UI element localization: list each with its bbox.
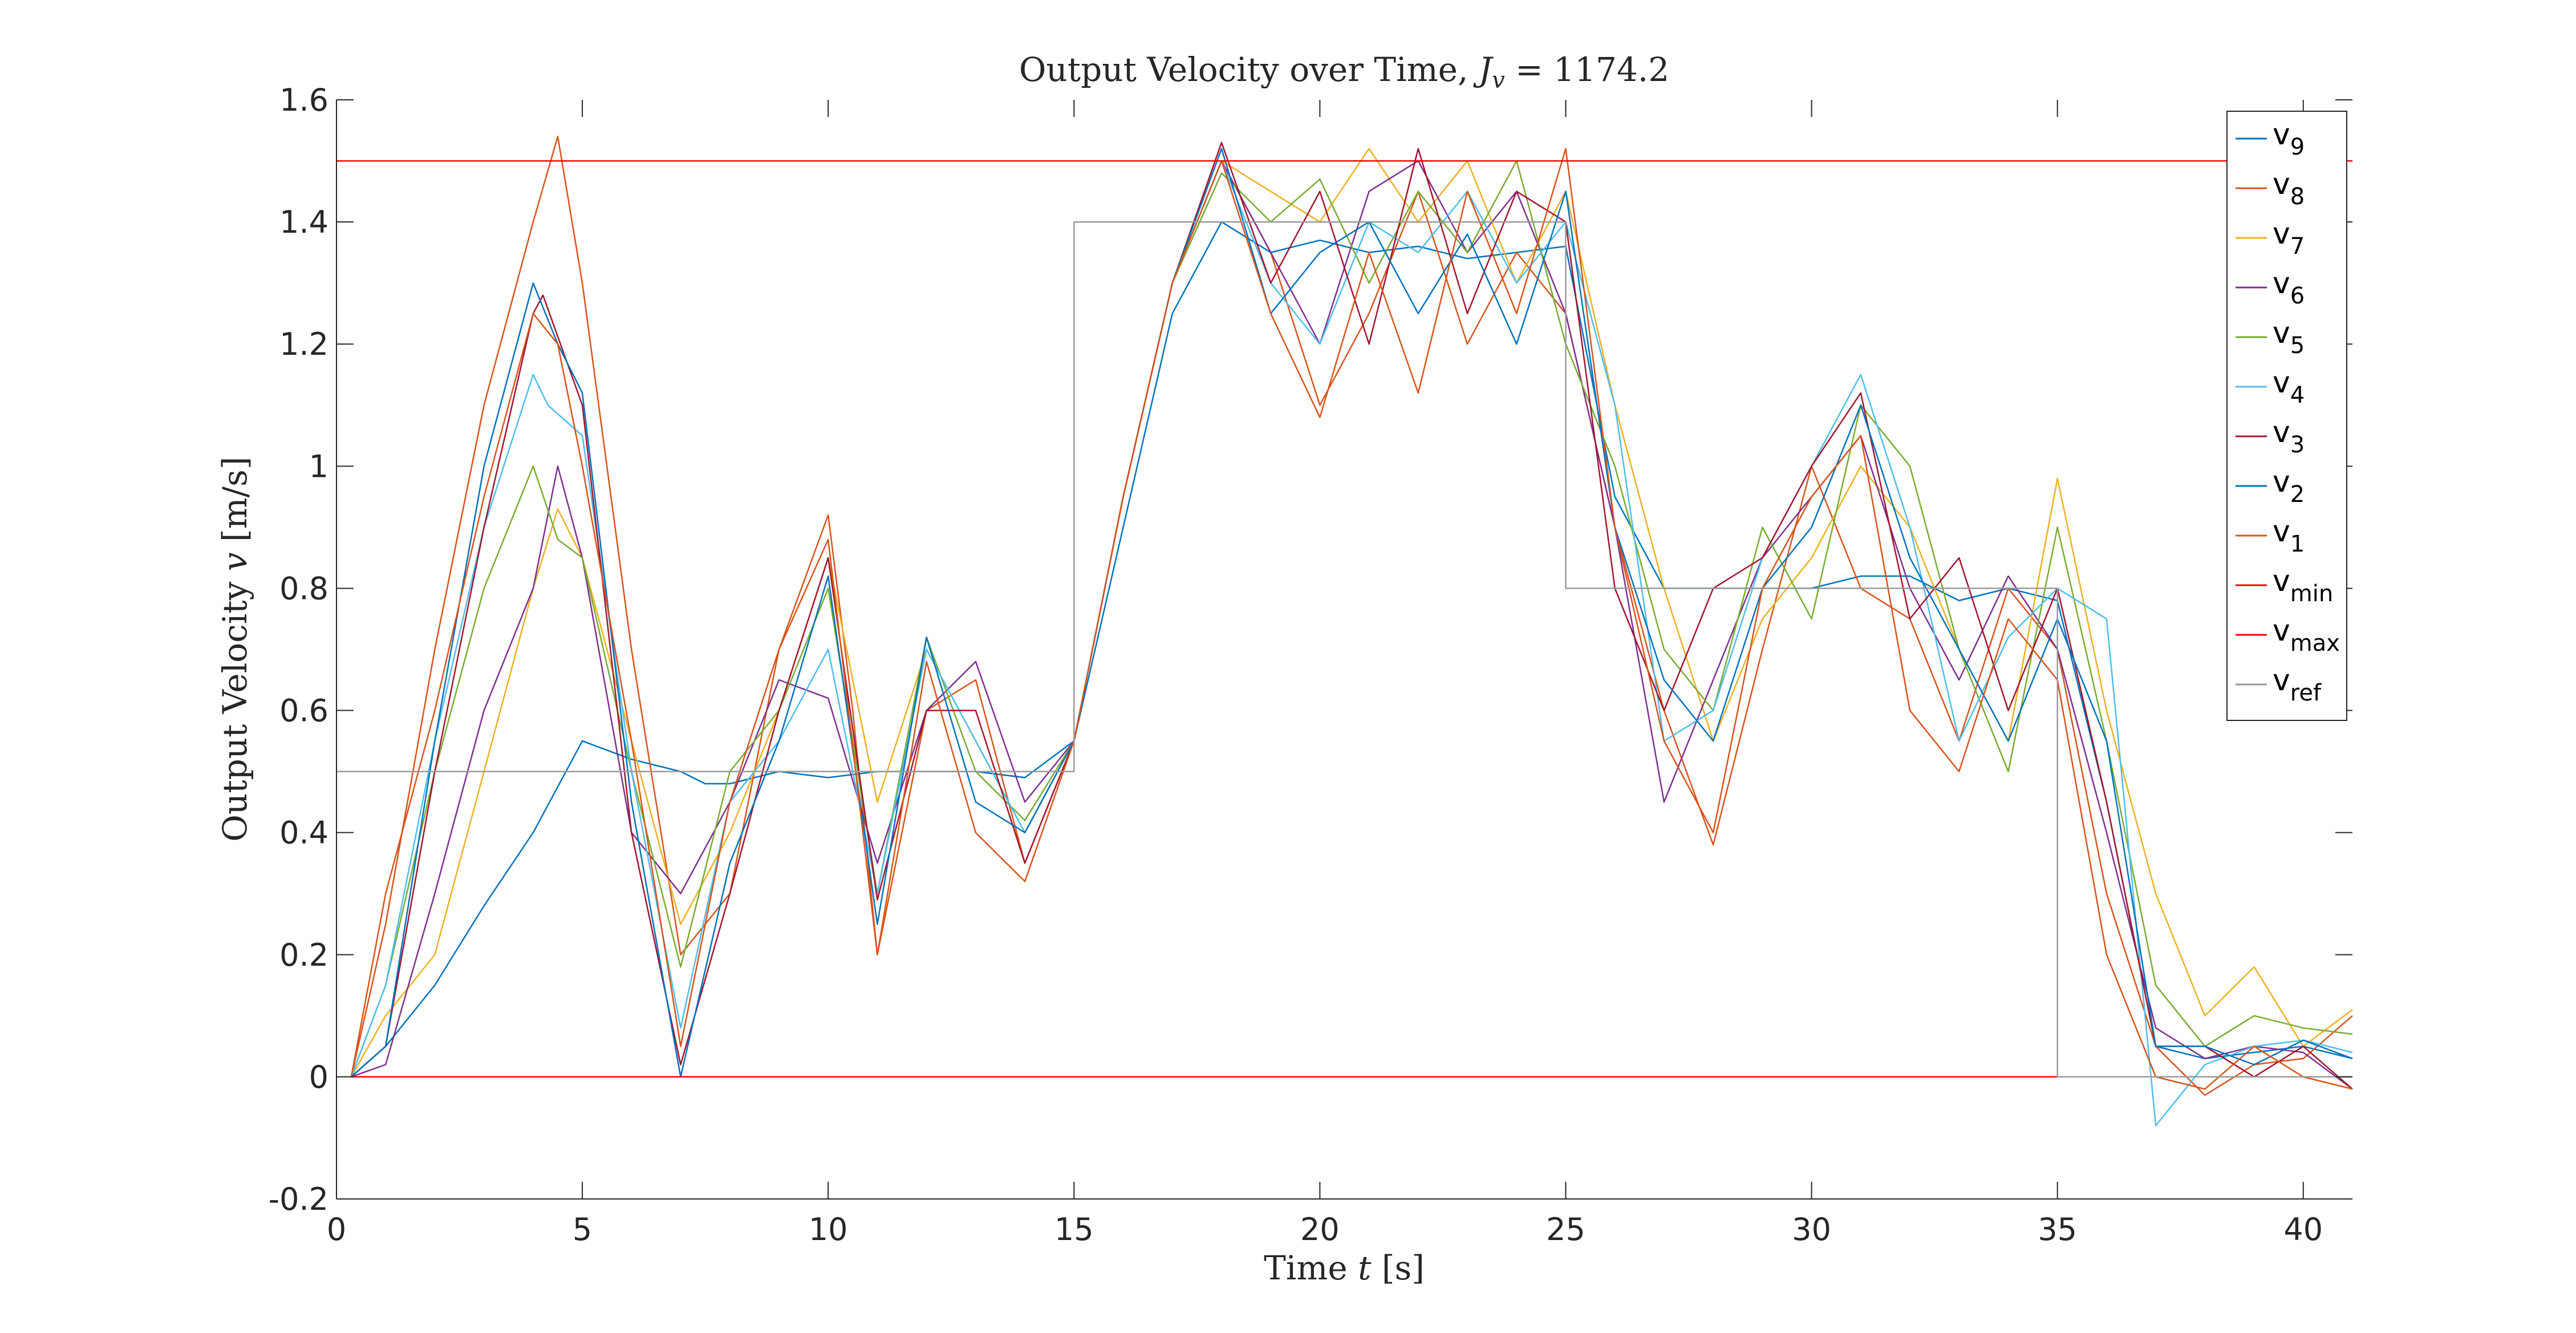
x-axis-label: Time t [s] (1264, 1249, 1425, 1287)
y-tick-label: -0.2 (269, 1181, 328, 1217)
series-layer (336, 135, 2353, 1127)
chart-title: Output Velocity over Time, Jv = 1174.2 (1019, 50, 1669, 94)
y-tick-label: 1 (309, 448, 328, 484)
legend-label: vmax (2273, 614, 2340, 657)
series-line-v-1 (350, 148, 2353, 1090)
y-tick-label: 1.6 (279, 82, 328, 118)
legend-label: v8 (2273, 167, 2305, 210)
y-tick-label: 1.4 (279, 204, 328, 240)
x-tick-label: 5 (573, 1212, 592, 1247)
legend-label: v4 (2273, 366, 2305, 408)
legend-label: v5 (2273, 316, 2305, 359)
legend: v9 v8 v7 v6 v5 v4 v3 v2 v1 vmin vmax vref (2226, 111, 2347, 721)
x-tick-label: 25 (1546, 1212, 1585, 1247)
legend-label: vmin (2273, 564, 2333, 607)
x-tick-label: 15 (1054, 1212, 1094, 1247)
legend-items: v9 v8 v7 v6 v5 v4 v3 v2 v1 vmin vmax vref (2236, 118, 2340, 706)
plot-area (336, 100, 2352, 1199)
y-tick-label: 0.8 (279, 570, 328, 606)
x-tick-label: 20 (1300, 1212, 1340, 1247)
y-tick-label: 0 (309, 1059, 328, 1095)
legend-label: v6 (2273, 266, 2305, 309)
y-axis-label: Output Velocity v [m/s] (216, 456, 254, 841)
y-tick-label: 0.6 (279, 693, 328, 729)
y-tick-label: 0.2 (279, 937, 328, 973)
x-tick-label: 0 (327, 1212, 346, 1247)
x-tick-label: 40 (2283, 1212, 2323, 1247)
y-ticks: -0.2 0 0.2 0.4 0.6 0.8 1 1.2 1.4 1.6 (269, 82, 2352, 1217)
series-line-v-ref (336, 221, 2352, 1078)
series-line-v-8 (350, 135, 2353, 1096)
x-ticks: 0 5 10 15 20 25 30 35 40 (327, 100, 2323, 1247)
x-tick-label: 35 (2038, 1212, 2077, 1247)
legend-label: v3 (2273, 415, 2305, 458)
legend-label: v7 (2273, 217, 2305, 260)
series-line-v-2 (351, 148, 2353, 1078)
x-tick-label: 10 (809, 1212, 848, 1247)
y-tick-label: 0.4 (279, 815, 328, 851)
axes-layer (336, 100, 2352, 1200)
legend-label: v2 (2273, 465, 2305, 508)
legend-label: vref (2273, 663, 2322, 706)
y-tick-label: 1.2 (279, 326, 328, 362)
legend-box (2226, 111, 2347, 721)
legend-label: v1 (2273, 514, 2305, 557)
x-tick-label: 30 (1792, 1212, 1831, 1247)
legend-label: v9 (2273, 118, 2305, 160)
series-line-v-3 (351, 141, 2353, 1090)
